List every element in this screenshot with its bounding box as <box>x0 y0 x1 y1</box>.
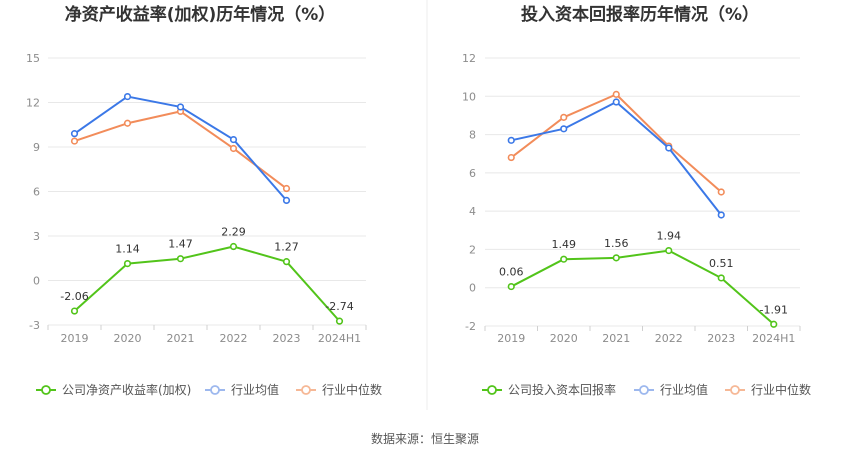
data-point <box>335 317 344 325</box>
data-point <box>560 255 568 263</box>
data-point <box>770 320 778 328</box>
y-tick-label: 9 <box>33 141 40 154</box>
legend-swatch-marker <box>730 385 740 395</box>
data-point <box>282 258 291 266</box>
legend-label: 行业均值 <box>660 382 708 397</box>
data-point <box>507 282 515 291</box>
data-point <box>229 242 238 251</box>
data-point <box>717 188 725 196</box>
chart-2: 投入资本回报率历年情况（%） 12 10 8 6 4 2 0 -2 2019 2020 2021 202… <box>462 4 811 397</box>
legend-label: 公司净资产收益率(加权) <box>62 382 191 397</box>
x-tick-label: 2020 <box>550 332 578 345</box>
data-label: -1.91 <box>760 303 788 316</box>
y-tick-label: 4 <box>469 205 476 218</box>
x-tick-label: 2022 <box>220 332 248 345</box>
y-tick-label: 15 <box>26 52 40 65</box>
legend-swatch-marker <box>487 385 497 395</box>
chart-1: 净资产收益率(加权)历年情况（%） 15 12 9 6 3 0 -3 2019 2020 2021 2… <box>26 4 382 397</box>
data-point <box>665 144 673 152</box>
data-point <box>612 254 620 262</box>
y-tick-label: -2 <box>465 320 476 333</box>
data-point <box>665 246 673 255</box>
legend-swatch-marker <box>301 385 311 395</box>
data-point <box>612 98 620 106</box>
legend-label: 公司投入资本回报率 <box>508 382 616 397</box>
x-tick-label: 2021 <box>602 332 630 345</box>
data-label: 1.56 <box>604 237 629 250</box>
data-point <box>282 196 291 204</box>
x-tick-label: 2019 <box>61 332 89 345</box>
data-point <box>123 259 132 268</box>
x-tick-label: 2022 <box>655 332 683 345</box>
legend-swatch-marker <box>639 385 649 395</box>
data-label: 1.49 <box>552 238 577 251</box>
x-tick-label: 2023 <box>273 332 301 345</box>
y-tick-label: 12 <box>462 52 476 65</box>
data-point <box>560 125 568 133</box>
data-point <box>717 274 725 282</box>
x-tick-label: 2021 <box>167 332 195 345</box>
chart-title: 投入资本回报率历年情况（%） <box>521 4 759 25</box>
data-label: 1.14 <box>115 243 140 256</box>
y-tick-label: 6 <box>33 186 40 199</box>
data-label: 0.06 <box>499 266 524 279</box>
data-point <box>612 90 620 98</box>
legend-label: 行业中位数 <box>751 382 811 397</box>
data-point <box>123 92 132 101</box>
y-tick-label: 3 <box>33 230 40 243</box>
y-tick-label: 0 <box>469 282 476 295</box>
data-point <box>560 113 568 121</box>
data-point <box>70 130 79 138</box>
data-label: 1.47 <box>168 238 193 251</box>
data-point <box>70 307 79 315</box>
y-tick-label: -3 <box>29 319 40 332</box>
data-point <box>717 211 725 219</box>
data-point <box>282 184 291 193</box>
data-label: 1.94 <box>657 230 682 243</box>
series-line-2 <box>511 101 723 216</box>
data-point <box>229 144 238 153</box>
legend-label: 行业中位数 <box>322 382 382 397</box>
data-point <box>70 137 79 145</box>
series-line-3 <box>74 110 288 190</box>
data-point <box>229 135 238 144</box>
chart-title: 净资产收益率(加权)历年情况（%） <box>65 4 336 25</box>
x-tick-label: 2020 <box>114 332 142 345</box>
data-point <box>176 255 185 263</box>
x-tick-label: 2019 <box>497 332 525 345</box>
y-tick-label: 8 <box>469 129 476 142</box>
data-label: -2.74 <box>325 300 353 313</box>
legend-label: 行业均值 <box>231 382 279 397</box>
series-line-1 <box>73 245 341 322</box>
legend-swatch-marker <box>41 385 51 395</box>
y-tick-label: 2 <box>469 243 476 256</box>
y-tick-label: 10 <box>462 90 476 103</box>
data-source: 数据来源：恒生聚源 <box>371 431 479 446</box>
legend-swatch-marker <box>210 385 220 395</box>
data-label: 0.51 <box>709 257 734 270</box>
data-point <box>176 103 185 111</box>
data-label: 1.27 <box>274 241 299 254</box>
y-tick-label: 6 <box>469 167 476 180</box>
data-point <box>507 136 515 144</box>
data-label: -2.06 <box>60 290 88 303</box>
data-point <box>507 153 515 162</box>
y-tick-label: 0 <box>33 275 40 288</box>
data-label: 2.29 <box>221 226 246 239</box>
x-tick-label: 2024H1 <box>318 332 361 345</box>
x-tick-label: 2024H1 <box>752 332 795 345</box>
series-line-3 <box>510 93 722 193</box>
x-tick-label: 2023 <box>707 332 735 345</box>
data-point <box>123 119 132 127</box>
series-line-1 <box>510 249 775 326</box>
y-tick-label: 12 <box>26 97 40 110</box>
